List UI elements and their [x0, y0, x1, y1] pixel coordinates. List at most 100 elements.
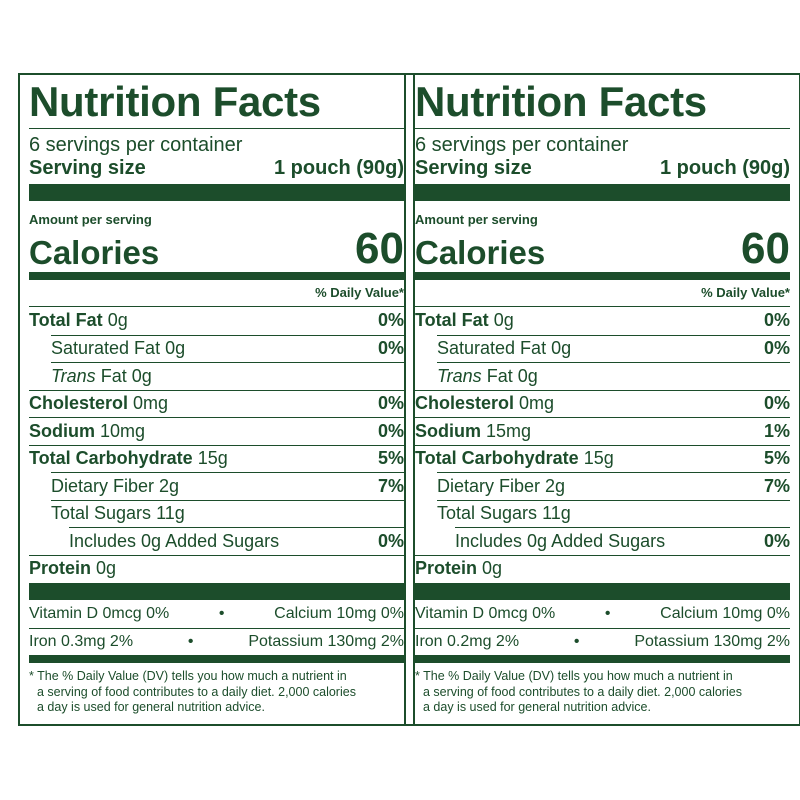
nutrient-name: Saturated Fat — [51, 338, 161, 359]
nutrient: Total Fat 0g — [29, 310, 128, 331]
footnote-line: * The % Daily Value (DV) tells you how m… — [415, 669, 733, 683]
footnote-line: * The % Daily Value (DV) tells you how m… — [29, 669, 347, 683]
daily-value: 5% — [377, 448, 404, 469]
divider-bar — [415, 184, 790, 201]
nutrient: Trans Fat 0g — [437, 366, 538, 387]
vitamin-row: Vitamin D 0mcg 0% • Calcium 10mg 0% — [29, 600, 404, 628]
nutrient: Total Carbohydrate 15g — [29, 448, 228, 469]
nutrient-name: Dietary Fiber — [437, 475, 541, 496]
nutrient: Total Fat 0g — [415, 310, 514, 331]
nutrient-amount: 11g — [156, 503, 185, 524]
nutrient-amount: 0g — [493, 310, 514, 331]
nutrient-name: Total Sugars — [437, 503, 538, 524]
serving-size: Serving size 1 pouch (90g) — [415, 156, 790, 180]
nutrient: Protein 0g — [415, 558, 502, 579]
daily-value: 0% — [763, 338, 790, 359]
nutrient-name: Total Carbohydrate — [415, 448, 579, 469]
footnote-line: a day is used for general nutrition advi… — [423, 700, 651, 714]
bullet: • — [218, 604, 225, 622]
nutrient-amount: 0g — [165, 338, 186, 359]
nutrient-amount: 0mg — [133, 393, 169, 414]
daily-value: 0% — [763, 310, 790, 331]
nutrient: Total Carbohydrate 15g — [415, 448, 614, 469]
nutrient-row: Trans Fat 0g — [51, 362, 404, 390]
amount-per-serving: Amount per serving — [415, 212, 538, 227]
nutrient-amount: 0mg — [519, 393, 555, 414]
nutrient: Total Sugars 11g — [437, 503, 571, 524]
nutrient-row: Dietary Fiber 2g 7% — [51, 472, 404, 500]
vitamin-row: Iron 0.2mg 2% • Potassium 130mg 2% — [415, 627, 790, 656]
nutrient-name: Cholesterol — [415, 393, 515, 414]
nutrient-name: Total Carbohydrate — [29, 448, 193, 469]
bullet: • — [187, 632, 194, 650]
divider-bar — [29, 655, 404, 663]
nutrient-amount: 15g — [583, 448, 614, 469]
nutrient-amount: 0g — [107, 310, 128, 331]
vitamin: Vitamin D 0mcg 0% — [29, 604, 170, 622]
nutrient: Protein 0g — [29, 558, 116, 579]
nutrient-name: Cholesterol — [29, 393, 129, 414]
nutrient-amount: 2g — [545, 475, 566, 496]
nutrient-name: Fat — [100, 365, 127, 386]
daily-value: 0% — [377, 338, 404, 359]
daily-value-header: % Daily Value* — [29, 280, 404, 307]
nutrient-name: Total Fat — [415, 310, 489, 331]
nutrient-row: Cholesterol 0mg 0% — [415, 389, 790, 418]
vitamin: Calcium 10mg 0% — [660, 604, 790, 622]
nutrient-row: Total Fat 0g 0% — [29, 307, 404, 335]
vitamin-row: Vitamin D 0mcg 0% • Calcium 10mg 0% — [415, 600, 790, 628]
nutrient: Includes 0g Added Sugars — [69, 531, 279, 552]
serving-size-value: 1 pouch (90g) — [659, 157, 790, 179]
divider-bar — [29, 583, 404, 600]
nutrient-prefix: Trans — [51, 365, 96, 386]
nutrient-row: Protein 0g — [29, 554, 404, 583]
vitamin: Iron 0.2mg 2% — [415, 632, 520, 650]
nutrient-name: Dietary Fiber — [51, 475, 155, 496]
nutrient-name: Protein — [415, 558, 478, 579]
nutrient: Dietary Fiber 2g — [51, 476, 179, 497]
nutrient-row: Total Fat 0g 0% — [415, 307, 790, 335]
nutrient-row: Total Sugars 11g — [51, 499, 404, 528]
daily-value: 0% — [377, 310, 404, 331]
nutrient-row: Total Sugars 11g — [437, 499, 790, 528]
daily-value: 1% — [763, 420, 790, 441]
calories-label: Calories — [29, 234, 160, 271]
divider-bar — [415, 583, 790, 600]
nutrient: Trans Fat 0g — [51, 366, 152, 387]
serving-size-label: Serving size — [415, 157, 532, 179]
nutrient: Sodium 15mg — [415, 421, 531, 442]
nutrient-amount: 15g — [197, 448, 228, 469]
servings: 6 servings per container — [415, 134, 629, 156]
nutrient-row: Cholesterol 0mg 0% — [29, 389, 404, 418]
vitamin: Iron 0.3mg 2% — [29, 632, 134, 650]
vitamin: Potassium 130mg 2% — [634, 632, 790, 650]
nutrient-name: Fat — [486, 365, 513, 386]
vitamin: Potassium 130mg 2% — [248, 632, 404, 650]
nutrient-row: Saturated Fat 0g 0% — [51, 334, 404, 363]
servings: 6 servings per container — [29, 134, 243, 156]
nutrition-label: Nutrition Facts 6 servings per container S… — [18, 73, 415, 726]
divider-bar — [415, 655, 790, 663]
daily-value-header: % Daily Value* — [415, 280, 790, 307]
nutrient-name: Saturated Fat — [437, 338, 547, 359]
vitamin: Calcium 10mg 0% — [274, 604, 404, 622]
nutrient: Sodium 10mg — [29, 421, 145, 442]
calories: Calories 60 — [415, 226, 790, 272]
nutrient-name: Total Sugars — [51, 503, 152, 524]
serving-size-value: 1 pouch (90g) — [273, 157, 404, 179]
daily-value: 0% — [763, 393, 790, 414]
nutrient-amount: 2g — [159, 475, 180, 496]
bullet: • — [573, 632, 580, 650]
nutrient-row: Includes 0g Added Sugars 0% — [455, 527, 790, 555]
nutrient: Saturated Fat 0g — [437, 338, 571, 359]
daily-value: 0% — [763, 530, 790, 551]
nutrient-row: Includes 0g Added Sugars 0% — [69, 527, 404, 555]
nutrient-name: Includes 0g Added Sugars — [69, 530, 280, 551]
nutrient: Total Sugars 11g — [51, 503, 185, 524]
calories-value: 60 — [355, 224, 404, 273]
nutrient-row: Sodium 15mg 1% — [415, 417, 790, 445]
nutrient-prefix: Trans — [437, 365, 482, 386]
footnote-line: a serving of food contributes to a daily… — [37, 684, 356, 699]
nutrient: Saturated Fat 0g — [51, 338, 185, 359]
